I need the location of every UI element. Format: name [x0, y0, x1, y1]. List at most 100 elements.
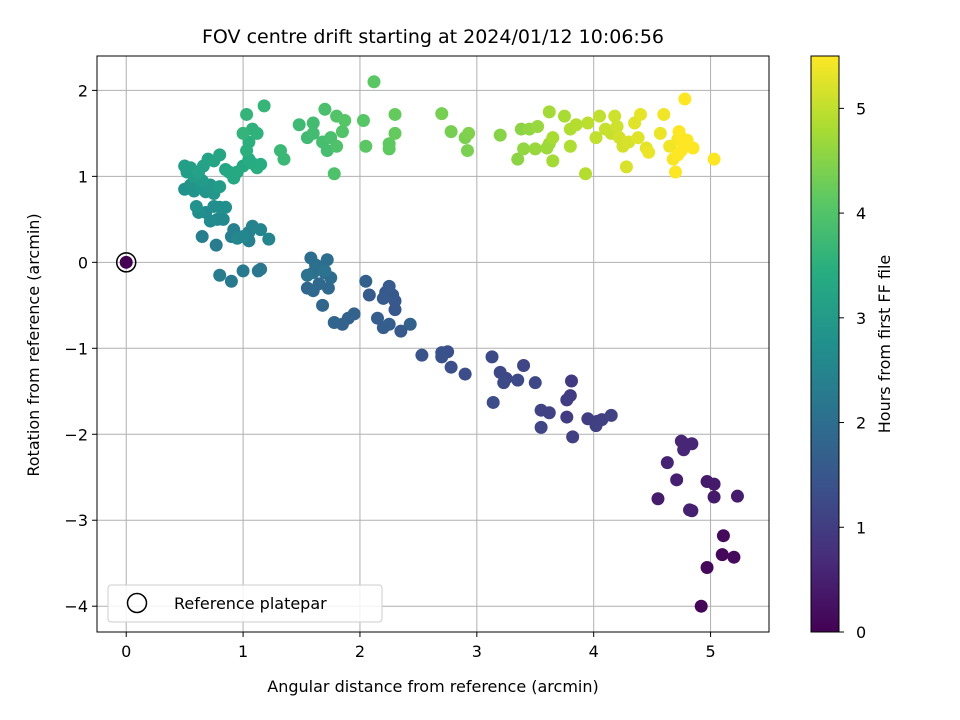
colorbar: 0 1 2 3 4 5 Hours from first FF file: [810, 55, 894, 642]
data-point: [435, 346, 449, 360]
data-point: [517, 358, 531, 372]
data-point: [557, 109, 571, 123]
data-point: [546, 154, 560, 168]
data-point: [715, 548, 729, 562]
data-point: [367, 75, 381, 89]
legend: Reference platepar: [107, 584, 383, 623]
data-point: [403, 317, 417, 331]
data-point: [528, 376, 542, 390]
y-tick-label: 0: [78, 253, 88, 272]
data-point: [195, 230, 209, 244]
data-point: [716, 529, 730, 543]
data-point: [356, 113, 370, 127]
y-axis-ticks: 2 1 0 −1 −2 −3 −4: [64, 81, 97, 616]
colorbar-tick-label: 0: [856, 623, 866, 642]
data-point: [460, 144, 474, 158]
data-point: [511, 373, 525, 387]
data-point: [388, 303, 402, 317]
x-tick-label: 5: [705, 642, 715, 661]
data-point: [619, 160, 633, 174]
data-point: [394, 324, 408, 338]
data-point: [707, 490, 721, 504]
data-point: [642, 145, 656, 159]
y-axis-label: Rotation from reference (arcmin): [24, 213, 43, 476]
data-point: [119, 255, 133, 269]
data-point: [236, 264, 250, 278]
legend-box: [107, 584, 383, 623]
data-points: [115, 75, 744, 613]
data-point: [262, 232, 276, 246]
colorbar-tick-label: 2: [856, 414, 866, 433]
data-point: [694, 599, 708, 613]
data-point: [528, 142, 542, 156]
data-point: [730, 489, 744, 503]
data-point: [306, 116, 320, 130]
data-point: [444, 360, 458, 374]
grid-lines: [97, 56, 769, 632]
data-point: [300, 268, 314, 282]
chart-title: FOV centre drift starting at 2024/01/12 …: [202, 26, 664, 48]
data-point: [376, 291, 390, 305]
data-point: [335, 125, 349, 139]
data-point: [320, 253, 334, 267]
data-point: [250, 126, 264, 140]
data-point: [388, 126, 402, 140]
plot-area-frame: [96, 55, 770, 633]
y-tick-label: 1: [78, 167, 88, 186]
data-point: [631, 131, 645, 145]
x-axis-ticks: 0 1 2 3 4 5: [121, 632, 716, 661]
data-point: [388, 107, 402, 121]
data-point: [213, 148, 227, 162]
data-point: [209, 238, 223, 252]
legend-marker-open-circle: [126, 592, 148, 614]
data-point: [382, 142, 396, 156]
data-point: [362, 288, 376, 302]
data-point: [608, 109, 622, 123]
data-point: [610, 119, 624, 133]
data-point: [653, 126, 667, 140]
data-point: [219, 200, 233, 214]
colorbar-tick-label: 1: [856, 518, 866, 537]
data-point: [686, 141, 700, 155]
data-point: [330, 139, 344, 153]
data-point: [254, 262, 268, 276]
data-point: [579, 167, 593, 181]
colorbar-tick-label: 3: [856, 309, 866, 328]
data-point: [382, 279, 396, 293]
colorbar-label: Hours from first FF file: [875, 255, 894, 434]
data-point: [633, 107, 647, 121]
data-point: [700, 561, 714, 575]
data-point: [531, 119, 545, 133]
data-point: [376, 321, 390, 335]
data-point: [511, 152, 525, 166]
data-point: [306, 126, 320, 140]
data-point: [189, 199, 203, 213]
data-point: [589, 131, 603, 145]
data-point: [581, 116, 595, 130]
colorbar-tick-label: 4: [856, 204, 866, 223]
data-point: [370, 311, 384, 325]
data-point: [415, 348, 429, 362]
data-point: [316, 298, 330, 312]
data-point: [359, 139, 373, 153]
x-tick-label: 2: [355, 642, 365, 661]
data-point: [569, 118, 583, 132]
data-point: [593, 109, 607, 123]
data-point: [651, 492, 665, 506]
data-point: [497, 376, 511, 390]
data-point: [277, 152, 291, 166]
y-tick-label: −4: [64, 597, 88, 616]
y-tick-label: −3: [64, 511, 88, 530]
legend-entry-label: Reference platepar: [174, 594, 327, 613]
x-tick-label: 3: [472, 642, 482, 661]
data-point: [257, 99, 271, 113]
y-tick-label: 2: [78, 81, 88, 100]
data-point: [213, 268, 227, 282]
colorbar-ticks: 0 1 2 3 4 5: [839, 99, 866, 642]
data-point: [534, 420, 548, 434]
data-point: [563, 139, 577, 153]
data-point: [236, 126, 250, 140]
data-point: [230, 231, 244, 245]
data-point: [486, 395, 500, 409]
